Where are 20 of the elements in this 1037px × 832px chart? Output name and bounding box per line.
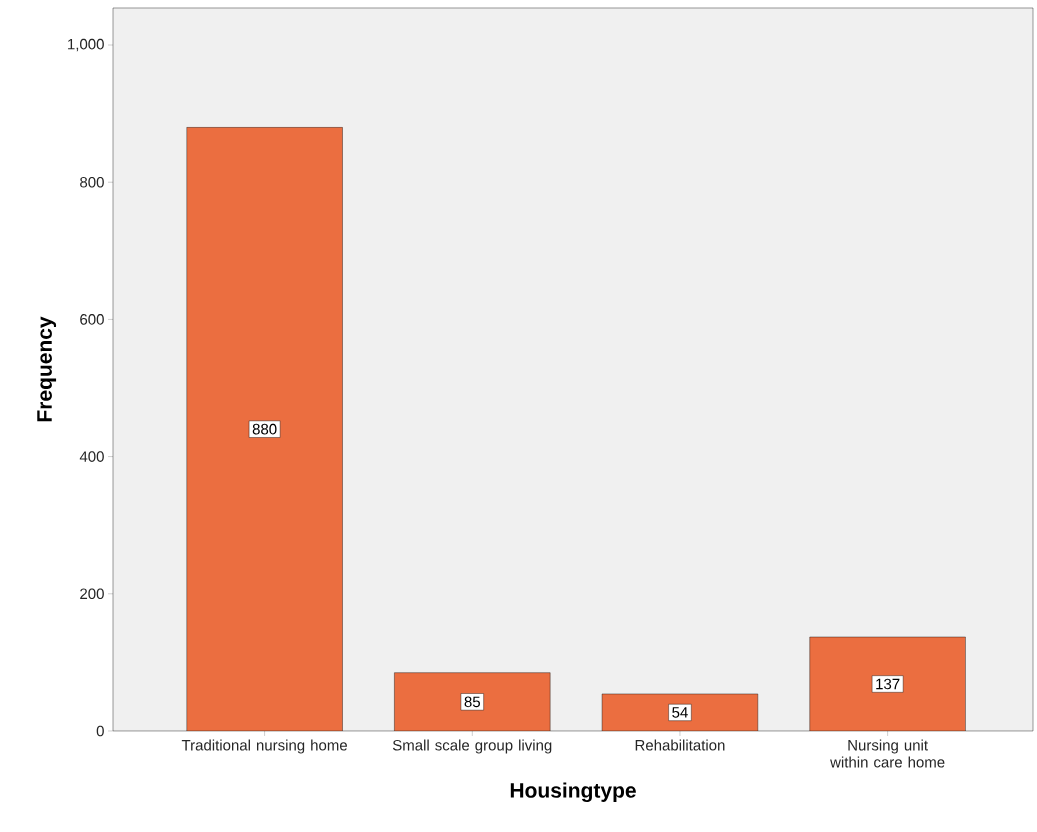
y-tick-label: 400 <box>79 451 104 462</box>
data-label: 137 <box>876 678 900 690</box>
y-tick-label: 0 <box>96 725 104 737</box>
y-axis-title: Frequency <box>37 316 57 422</box>
data-label: 880 <box>252 423 277 435</box>
bar <box>394 672 551 731</box>
bar <box>186 127 343 731</box>
data-label: 54 <box>672 707 688 718</box>
x-axis-title: Housingtype <box>510 782 636 803</box>
y-tick-label: 600 <box>80 314 104 325</box>
y-tick-label: 800 <box>80 176 104 188</box>
bar <box>809 636 966 731</box>
y-tick-label: 1,000 <box>68 38 104 52</box>
data-label: 85 <box>464 696 480 708</box>
x-tick-label: Nursing unit within care home <box>830 739 945 768</box>
x-tick-label: Small scale group living <box>392 739 552 754</box>
x-tick-label: Rehabilitation <box>635 739 725 751</box>
bar <box>601 693 759 731</box>
x-tick-label: Traditional nursing home <box>181 739 347 754</box>
y-tick-label: 200 <box>80 588 104 600</box>
